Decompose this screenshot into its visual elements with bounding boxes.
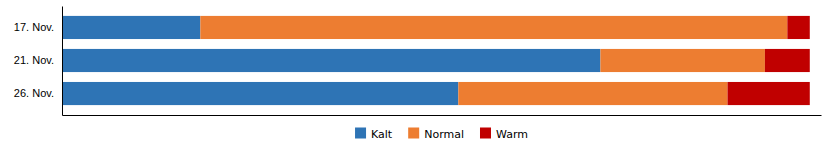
legend-item: Warm bbox=[480, 128, 528, 141]
legend-swatch bbox=[480, 128, 491, 139]
bar bbox=[728, 82, 810, 105]
legend: Kalt Normal Warm bbox=[355, 128, 528, 141]
chart: 17. Nov. 21. Nov. 26. Nov. Kalt Normal Warm bbox=[0, 0, 835, 149]
legend-swatch bbox=[355, 128, 366, 139]
bar bbox=[765, 49, 810, 72]
bar bbox=[200, 16, 787, 39]
bar bbox=[600, 49, 765, 72]
bar bbox=[458, 82, 727, 105]
legend-item: Normal bbox=[408, 128, 464, 141]
x-axis-line bbox=[63, 115, 822, 116]
tick-label: 26. Nov. bbox=[14, 87, 54, 99]
legend-item: Kalt bbox=[355, 128, 393, 141]
y-axis-line bbox=[62, 7, 63, 116]
legend-label: Normal bbox=[424, 128, 464, 141]
tick: 21. Nov. bbox=[14, 54, 54, 66]
legend-label: Kalt bbox=[371, 128, 393, 141]
series bbox=[200, 16, 787, 105]
x-axis bbox=[63, 115, 822, 116]
tick-label: 17. Nov. bbox=[14, 21, 54, 33]
bar bbox=[62, 49, 600, 72]
tick-label: 21. Nov. bbox=[14, 54, 54, 66]
series bbox=[728, 16, 810, 105]
plot: 17. Nov. 21. Nov. 26. Nov. bbox=[14, 7, 822, 116]
legend-label: Warm bbox=[496, 128, 528, 141]
y-axis: 17. Nov. 21. Nov. 26. Nov. bbox=[14, 7, 63, 116]
legend-swatch bbox=[408, 128, 419, 139]
bar bbox=[787, 16, 809, 39]
bars bbox=[62, 16, 810, 105]
tick: 26. Nov. bbox=[14, 87, 54, 99]
tick: 17. Nov. bbox=[14, 21, 54, 33]
bar bbox=[62, 16, 200, 39]
bar bbox=[62, 82, 458, 105]
